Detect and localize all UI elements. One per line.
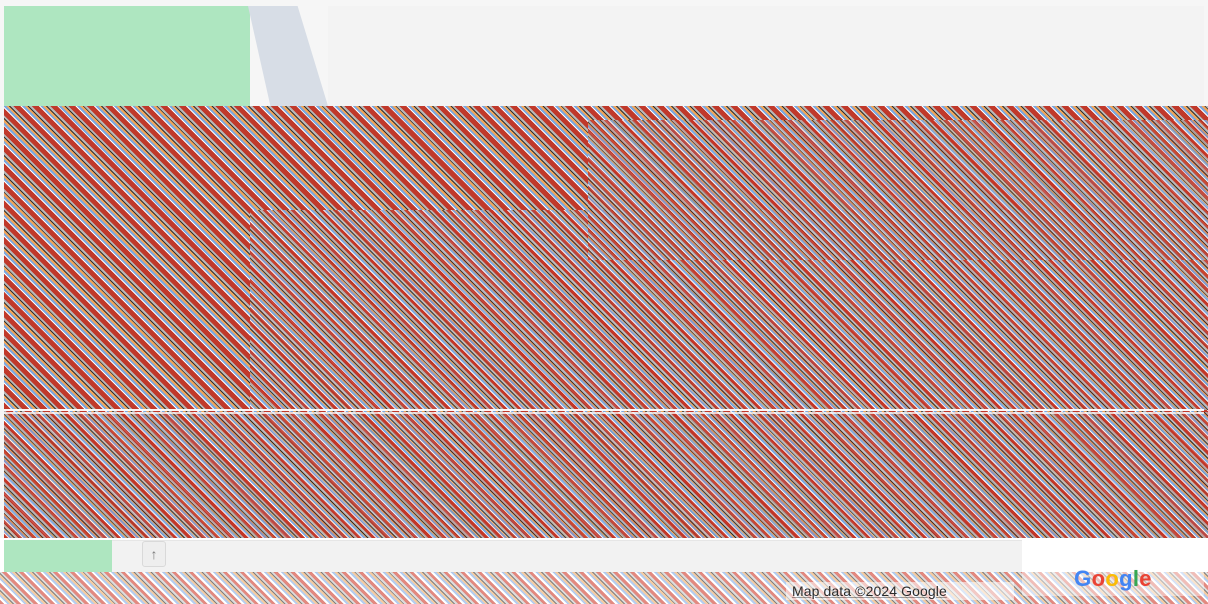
google-logo-letter: l [1132, 566, 1140, 591]
map-tile-detail [588, 120, 1208, 260]
road-line [4, 412, 1204, 414]
google-logo-letter: o [1091, 566, 1106, 591]
google-logo-letter: g [1119, 566, 1133, 591]
map-attribution[interactable]: Map data ©2024 Google [786, 582, 1014, 600]
empty-map-area [328, 6, 1204, 106]
google-logo-letter: G [1074, 566, 1092, 591]
road-segment [248, 6, 328, 106]
google-logo: Google [1022, 562, 1204, 596]
map-bottom-bar [112, 540, 1022, 573]
park-area [4, 6, 250, 106]
park-area [4, 540, 112, 572]
map-tile-detail [4, 412, 1208, 538]
road-line [4, 409, 1204, 411]
up-arrow-icon[interactable]: ↑ [142, 541, 166, 567]
attribution-text: Map data ©2024 Google [792, 583, 947, 599]
google-logo-letter: o [1105, 566, 1120, 591]
google-logo-letters: Google [1074, 566, 1152, 592]
google-logo-letter: e [1139, 566, 1152, 591]
